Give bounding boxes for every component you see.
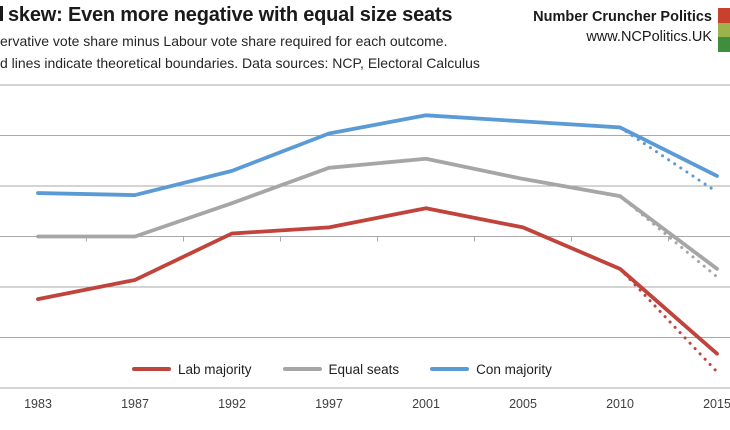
x-axis-label-1987: 1987 bbox=[121, 397, 149, 411]
legend-line-sample-gray bbox=[282, 367, 322, 371]
x-axis-label-2010: 2010 bbox=[606, 397, 634, 411]
chart-subtitle-line-1: ervative vote share minus Labour vote sh… bbox=[0, 33, 448, 49]
brand-block: Number Cruncher Politics www.NCPolitics.… bbox=[533, 7, 712, 47]
logo-block-olive bbox=[718, 22, 730, 38]
brand-name: Number Cruncher Politics bbox=[533, 9, 712, 25]
legend-label-lab-majority: Lab majority bbox=[178, 361, 252, 377]
cropped-letter-fragment bbox=[0, 6, 3, 21]
series-line-lab-majority-theoretical-boundary bbox=[618, 267, 719, 374]
legend-item-equal-seats: Equal seats bbox=[282, 361, 400, 377]
legend: Lab majority Equal seats Con majority bbox=[132, 358, 552, 380]
series-line-con-majority bbox=[36, 113, 719, 197]
x-axis-label-1992: 1992 bbox=[218, 397, 246, 411]
legend-label-con-majority: Con majority bbox=[476, 361, 552, 377]
brand-url: www.NCPolitics.UK bbox=[586, 29, 712, 45]
logo-block-green bbox=[718, 37, 730, 53]
x-axis-label-2005: 2005 bbox=[509, 397, 537, 411]
ncp-logo-icon bbox=[718, 8, 730, 53]
series-line-con-majority-theoretical-boundary bbox=[618, 125, 719, 194]
x-axis-label-1983: 1983 bbox=[24, 397, 52, 411]
legend-item-lab-majority: Lab majority bbox=[132, 362, 252, 377]
x-axis-label-2001: 2001 bbox=[412, 397, 440, 411]
x-axis-label-2015: 2015 bbox=[703, 397, 730, 411]
series-line-equal-seats bbox=[36, 156, 719, 271]
legend-item-con-majority: Con majority bbox=[430, 362, 552, 377]
x-axis-label-1997: 1997 bbox=[315, 397, 343, 411]
legend-label-equal-seats: Equal seats bbox=[328, 361, 400, 377]
series-line-lab-majority bbox=[36, 206, 719, 356]
legend-line-sample-blue bbox=[430, 367, 470, 371]
chart-title: skew: Even more negative with equal size… bbox=[0, 4, 540, 27]
chart-subtitle-line-2: d lines indicate theoretical boundaries.… bbox=[0, 55, 480, 71]
logo-block-red bbox=[718, 8, 730, 23]
legend-line-sample-red bbox=[132, 367, 171, 371]
chart-title-text: skew: Even more negative with equal size… bbox=[8, 4, 453, 26]
